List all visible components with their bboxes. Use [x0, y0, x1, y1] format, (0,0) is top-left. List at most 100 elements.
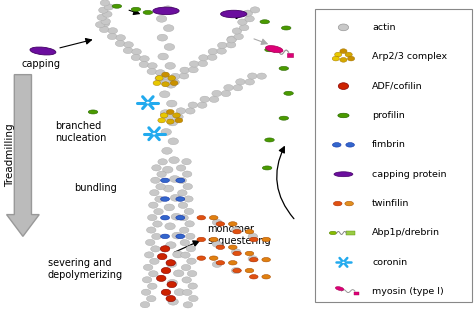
Circle shape — [181, 264, 190, 271]
Ellipse shape — [261, 237, 270, 242]
Circle shape — [166, 100, 177, 107]
Ellipse shape — [176, 234, 184, 239]
Ellipse shape — [228, 261, 237, 265]
Ellipse shape — [332, 143, 340, 147]
Circle shape — [174, 289, 184, 295]
Circle shape — [156, 183, 165, 190]
Circle shape — [182, 171, 191, 177]
Circle shape — [169, 157, 179, 164]
Circle shape — [158, 118, 165, 123]
Text: Abp1p/drebrin: Abp1p/drebrin — [371, 229, 439, 238]
Circle shape — [226, 37, 236, 43]
Circle shape — [104, 4, 113, 10]
Text: coronin: coronin — [371, 258, 407, 267]
Circle shape — [160, 246, 169, 252]
Text: severing and
depolymerizing: severing and depolymerizing — [48, 258, 122, 280]
FancyBboxPatch shape — [314, 9, 471, 302]
Text: profilin: profilin — [371, 111, 404, 120]
Circle shape — [170, 194, 180, 201]
Circle shape — [140, 302, 149, 308]
Text: ADF/cofilin: ADF/cofilin — [371, 81, 422, 91]
Circle shape — [141, 289, 150, 295]
Circle shape — [341, 261, 345, 264]
Ellipse shape — [160, 197, 169, 201]
Circle shape — [183, 196, 193, 202]
Circle shape — [148, 271, 158, 277]
Ellipse shape — [337, 113, 348, 118]
Circle shape — [163, 25, 174, 31]
Ellipse shape — [216, 245, 224, 249]
Ellipse shape — [345, 143, 354, 147]
Circle shape — [188, 283, 197, 289]
Circle shape — [221, 91, 230, 97]
Circle shape — [99, 7, 108, 13]
Circle shape — [173, 270, 184, 277]
Circle shape — [123, 47, 132, 53]
Circle shape — [139, 61, 149, 67]
Ellipse shape — [328, 231, 336, 235]
Circle shape — [169, 79, 179, 85]
Circle shape — [183, 183, 192, 190]
Text: Treadmilling: Treadmilling — [6, 124, 15, 187]
Circle shape — [175, 118, 182, 123]
Circle shape — [334, 52, 341, 57]
Circle shape — [163, 185, 173, 192]
Circle shape — [101, 18, 110, 25]
Circle shape — [167, 281, 176, 288]
Circle shape — [188, 67, 198, 73]
Circle shape — [171, 213, 181, 220]
Ellipse shape — [197, 256, 205, 260]
Circle shape — [108, 28, 117, 34]
Circle shape — [167, 119, 178, 126]
Circle shape — [161, 147, 172, 154]
Ellipse shape — [88, 110, 98, 114]
Circle shape — [143, 264, 153, 271]
Circle shape — [250, 7, 259, 13]
Ellipse shape — [232, 268, 241, 273]
Ellipse shape — [278, 66, 288, 70]
Circle shape — [237, 19, 247, 25]
Circle shape — [102, 11, 112, 17]
Circle shape — [177, 177, 186, 183]
Circle shape — [186, 258, 196, 264]
Circle shape — [211, 91, 221, 97]
Circle shape — [178, 215, 188, 221]
Text: fimbrin: fimbrin — [371, 140, 405, 149]
Circle shape — [337, 24, 348, 31]
Circle shape — [160, 110, 170, 117]
Circle shape — [176, 108, 185, 114]
Text: capping: capping — [21, 59, 60, 69]
Circle shape — [162, 166, 173, 173]
Circle shape — [124, 42, 133, 48]
Circle shape — [187, 271, 197, 277]
Circle shape — [107, 33, 117, 39]
Circle shape — [171, 232, 182, 239]
Circle shape — [181, 159, 191, 165]
Text: branched
nucleation: branched nucleation — [55, 121, 106, 143]
Ellipse shape — [264, 48, 274, 52]
Circle shape — [347, 56, 354, 61]
Circle shape — [167, 280, 177, 286]
Ellipse shape — [344, 201, 353, 206]
Circle shape — [248, 233, 257, 239]
Circle shape — [245, 79, 254, 85]
Circle shape — [154, 196, 164, 202]
Ellipse shape — [245, 230, 253, 234]
Ellipse shape — [209, 256, 218, 260]
Circle shape — [158, 53, 168, 60]
Ellipse shape — [278, 116, 288, 120]
Circle shape — [164, 114, 173, 120]
Circle shape — [248, 256, 257, 262]
Circle shape — [344, 52, 352, 57]
Ellipse shape — [281, 26, 290, 30]
Circle shape — [166, 260, 175, 266]
Circle shape — [164, 204, 174, 211]
Circle shape — [168, 138, 178, 145]
Circle shape — [185, 221, 194, 227]
Circle shape — [158, 159, 167, 165]
Circle shape — [147, 68, 156, 75]
Circle shape — [99, 26, 109, 33]
Circle shape — [179, 239, 189, 246]
Circle shape — [179, 73, 188, 79]
Circle shape — [226, 42, 235, 48]
